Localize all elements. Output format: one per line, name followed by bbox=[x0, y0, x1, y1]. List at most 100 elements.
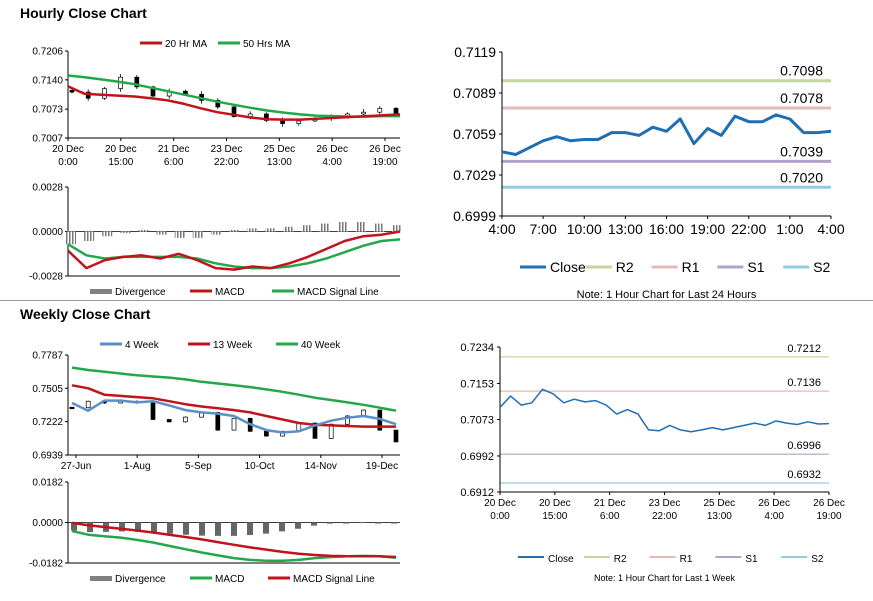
hourly-price-candle-body bbox=[393, 107, 399, 115]
section-divider bbox=[0, 300, 873, 301]
weekly-macd-divergence-bar bbox=[359, 522, 365, 524]
hourly-macd-divergence-bar bbox=[337, 221, 348, 232]
weekly-1week-legend-label: S1 bbox=[745, 554, 758, 565]
hourly-price-candle-body bbox=[231, 106, 237, 117]
hourly-macd-divergence-bar bbox=[174, 231, 185, 238]
weekly-price-y-tick-label: 0.7787 bbox=[32, 351, 63, 362]
hourly-24h-x-tick-label: 1:00 bbox=[776, 221, 803, 237]
hourly-macd-divergence-bar bbox=[66, 231, 76, 245]
hourly-price-x-tick-label: 0:00 bbox=[58, 157, 78, 168]
weekly-1week-legend-label: Close bbox=[548, 554, 574, 565]
weekly-price-x-tick-label: 1-Aug bbox=[124, 461, 151, 472]
weekly-1week-close-line bbox=[499, 388, 830, 433]
hourly-price-y-tick-label: 0.7073 bbox=[32, 105, 63, 116]
weekly-price-x-tick-label: 19-Dec bbox=[366, 461, 398, 472]
weekly-price-x-tick-label: 10-Oct bbox=[245, 461, 275, 472]
weekly-macd-divergence-bar bbox=[135, 522, 141, 532]
weekly-macd-divergence-bar bbox=[375, 522, 381, 524]
hourly-macd-divergence-bar bbox=[84, 231, 95, 242]
weekly-macd-divergence-legend-swatch bbox=[90, 576, 112, 581]
hourly-24h-note: Note: 1 Hour Chart for Last 24 Hours bbox=[577, 289, 757, 301]
hourly-24h-x-tick-label: 10:00 bbox=[567, 221, 602, 237]
weekly-1week-x-tick-label: 13:00 bbox=[707, 511, 732, 522]
weekly-macd-divergence-bar bbox=[311, 522, 317, 526]
weekly-1week-x-tick-label: 26 Dec bbox=[813, 498, 845, 509]
hourly-price-x-tick-label: 26 Dec bbox=[369, 144, 401, 155]
weekly-price-4week-line bbox=[71, 399, 397, 434]
weekly-1week-x-tick-label: 4:00 bbox=[764, 511, 784, 522]
weekly-1week-level-label-s1: 0.6996 bbox=[787, 440, 821, 452]
hourly-24h-legend-label: S1 bbox=[747, 259, 764, 275]
hourly-price-candle-body bbox=[134, 76, 140, 88]
weekly-macd-divergence-bar bbox=[279, 522, 285, 532]
weekly-1week-y-tick-label: 0.6992 bbox=[460, 451, 494, 463]
weekly-1week-y-tick-label: 0.7234 bbox=[460, 342, 494, 354]
hourly-price-candle-body bbox=[264, 113, 269, 121]
weekly-1week-x-tick-label: 6:00 bbox=[600, 511, 620, 522]
hourly-macd-divergence-bar bbox=[102, 231, 113, 237]
weekly-1week-x-tick-label: 0:00 bbox=[490, 511, 510, 522]
weekly-price-candle-body bbox=[69, 406, 75, 410]
hourly-macd-signal-line bbox=[67, 238, 401, 270]
hourly-24h-x-tick-label: 4:00 bbox=[488, 221, 515, 237]
hourly-price-x-tick-label: 20 Dec bbox=[105, 144, 137, 155]
hourly-macd-y-tick-label: 0.0000 bbox=[32, 227, 63, 238]
weekly-1week-y-tick-label: 0.7153 bbox=[460, 378, 494, 390]
hourly-title: Hourly Close Chart bbox=[20, 5, 147, 21]
hourly-price-candle-body bbox=[361, 111, 366, 115]
hourly-macd-signal-legend-label: MACD Signal Line bbox=[297, 287, 379, 298]
hourly-price-x-tick-label: 21 Dec bbox=[158, 144, 190, 155]
hourly-macd-divergence-bar bbox=[247, 228, 258, 232]
weekly-macd-divergence-bar bbox=[167, 522, 173, 534]
weekly-price-candle-body bbox=[231, 417, 237, 431]
hourly-macd-divergence-bar bbox=[373, 223, 384, 232]
weekly-price-candle-body bbox=[312, 422, 318, 439]
hourly-24h-legend-label: S2 bbox=[813, 259, 830, 275]
hourly-price-x-tick-label: 22:00 bbox=[214, 157, 239, 168]
weekly-1week-level-label-r2: 0.7212 bbox=[787, 343, 821, 355]
weekly-price-candle-body bbox=[264, 430, 269, 437]
weekly-price-y-tick-label: 0.6939 bbox=[32, 451, 63, 462]
hourly-24h-y-tick-label: 0.7089 bbox=[453, 85, 496, 101]
weekly-1week-x-tick-label: 23 Dec bbox=[649, 498, 681, 509]
hourly-24h-y-tick-label: 0.7029 bbox=[453, 167, 496, 183]
hourly-24h-x-tick-label: 19:00 bbox=[690, 221, 725, 237]
weekly-price-x-tick-label: 14-Nov bbox=[305, 461, 337, 472]
hourly-price-x-tick-label: 20 Dec bbox=[52, 144, 84, 155]
weekly-1week-level-label-s2: 0.6932 bbox=[787, 469, 821, 481]
weekly-price-candle-body bbox=[345, 415, 350, 425]
weekly-1week-x-tick-label: 22:00 bbox=[652, 511, 677, 522]
hourly-price-x-tick-label: 26 Dec bbox=[316, 144, 348, 155]
hourly-price-x-tick-label: 4:00 bbox=[322, 157, 342, 168]
weekly-macd-divergence-bar bbox=[199, 522, 205, 536]
weekly-macd-divergence-bar bbox=[183, 522, 189, 535]
weekly-1week-legend-label: S2 bbox=[811, 554, 824, 565]
weekly-price-candle-body bbox=[150, 402, 156, 420]
weekly-macd-divergence-bar bbox=[151, 522, 157, 533]
hourly-macd-divergence-bar bbox=[192, 231, 203, 238]
hourly-24h-legend-label: R2 bbox=[616, 259, 634, 275]
hourly-macd-macd-line bbox=[67, 230, 401, 271]
hourly-macd-divergence-bar bbox=[301, 225, 312, 232]
hourly-24h-level-label-r1: 0.7078 bbox=[780, 90, 823, 106]
weekly-title: Weekly Close Chart bbox=[20, 306, 151, 322]
weekly-macd-y-tick-label: 0.0000 bbox=[32, 518, 63, 529]
hourly-24h-x-tick-label: 22:00 bbox=[731, 221, 766, 237]
hourly-24h-legend-label: R1 bbox=[682, 259, 700, 275]
weekly-price-candle-body bbox=[166, 419, 172, 423]
hourly-price-candle-body bbox=[377, 107, 383, 113]
weekly-price-40week-line bbox=[71, 366, 397, 412]
weekly-macd-divergence-bar bbox=[295, 522, 301, 529]
hourly-price-candle-body bbox=[215, 100, 221, 108]
weekly-1week-x-tick-label: 19:00 bbox=[816, 511, 841, 522]
weekly-price-4week-legend-label: 4 Week bbox=[125, 340, 160, 351]
hourly-price-y-tick-label: 0.7206 bbox=[32, 47, 63, 58]
hourly-price-x-tick-label: 6:00 bbox=[164, 157, 184, 168]
hourly-24h-x-tick-label: 16:00 bbox=[649, 221, 684, 237]
hourly-24h-legend-label: Close bbox=[550, 259, 586, 275]
hourly-price-candle-body bbox=[296, 120, 302, 124]
hourly-price-x-tick-label: 19:00 bbox=[372, 157, 397, 168]
weekly-price-13week-legend-label: 13 Week bbox=[213, 340, 253, 351]
weekly-macd-divergence-bar bbox=[231, 522, 237, 536]
weekly-1week-y-tick-label: 0.6912 bbox=[460, 487, 494, 499]
